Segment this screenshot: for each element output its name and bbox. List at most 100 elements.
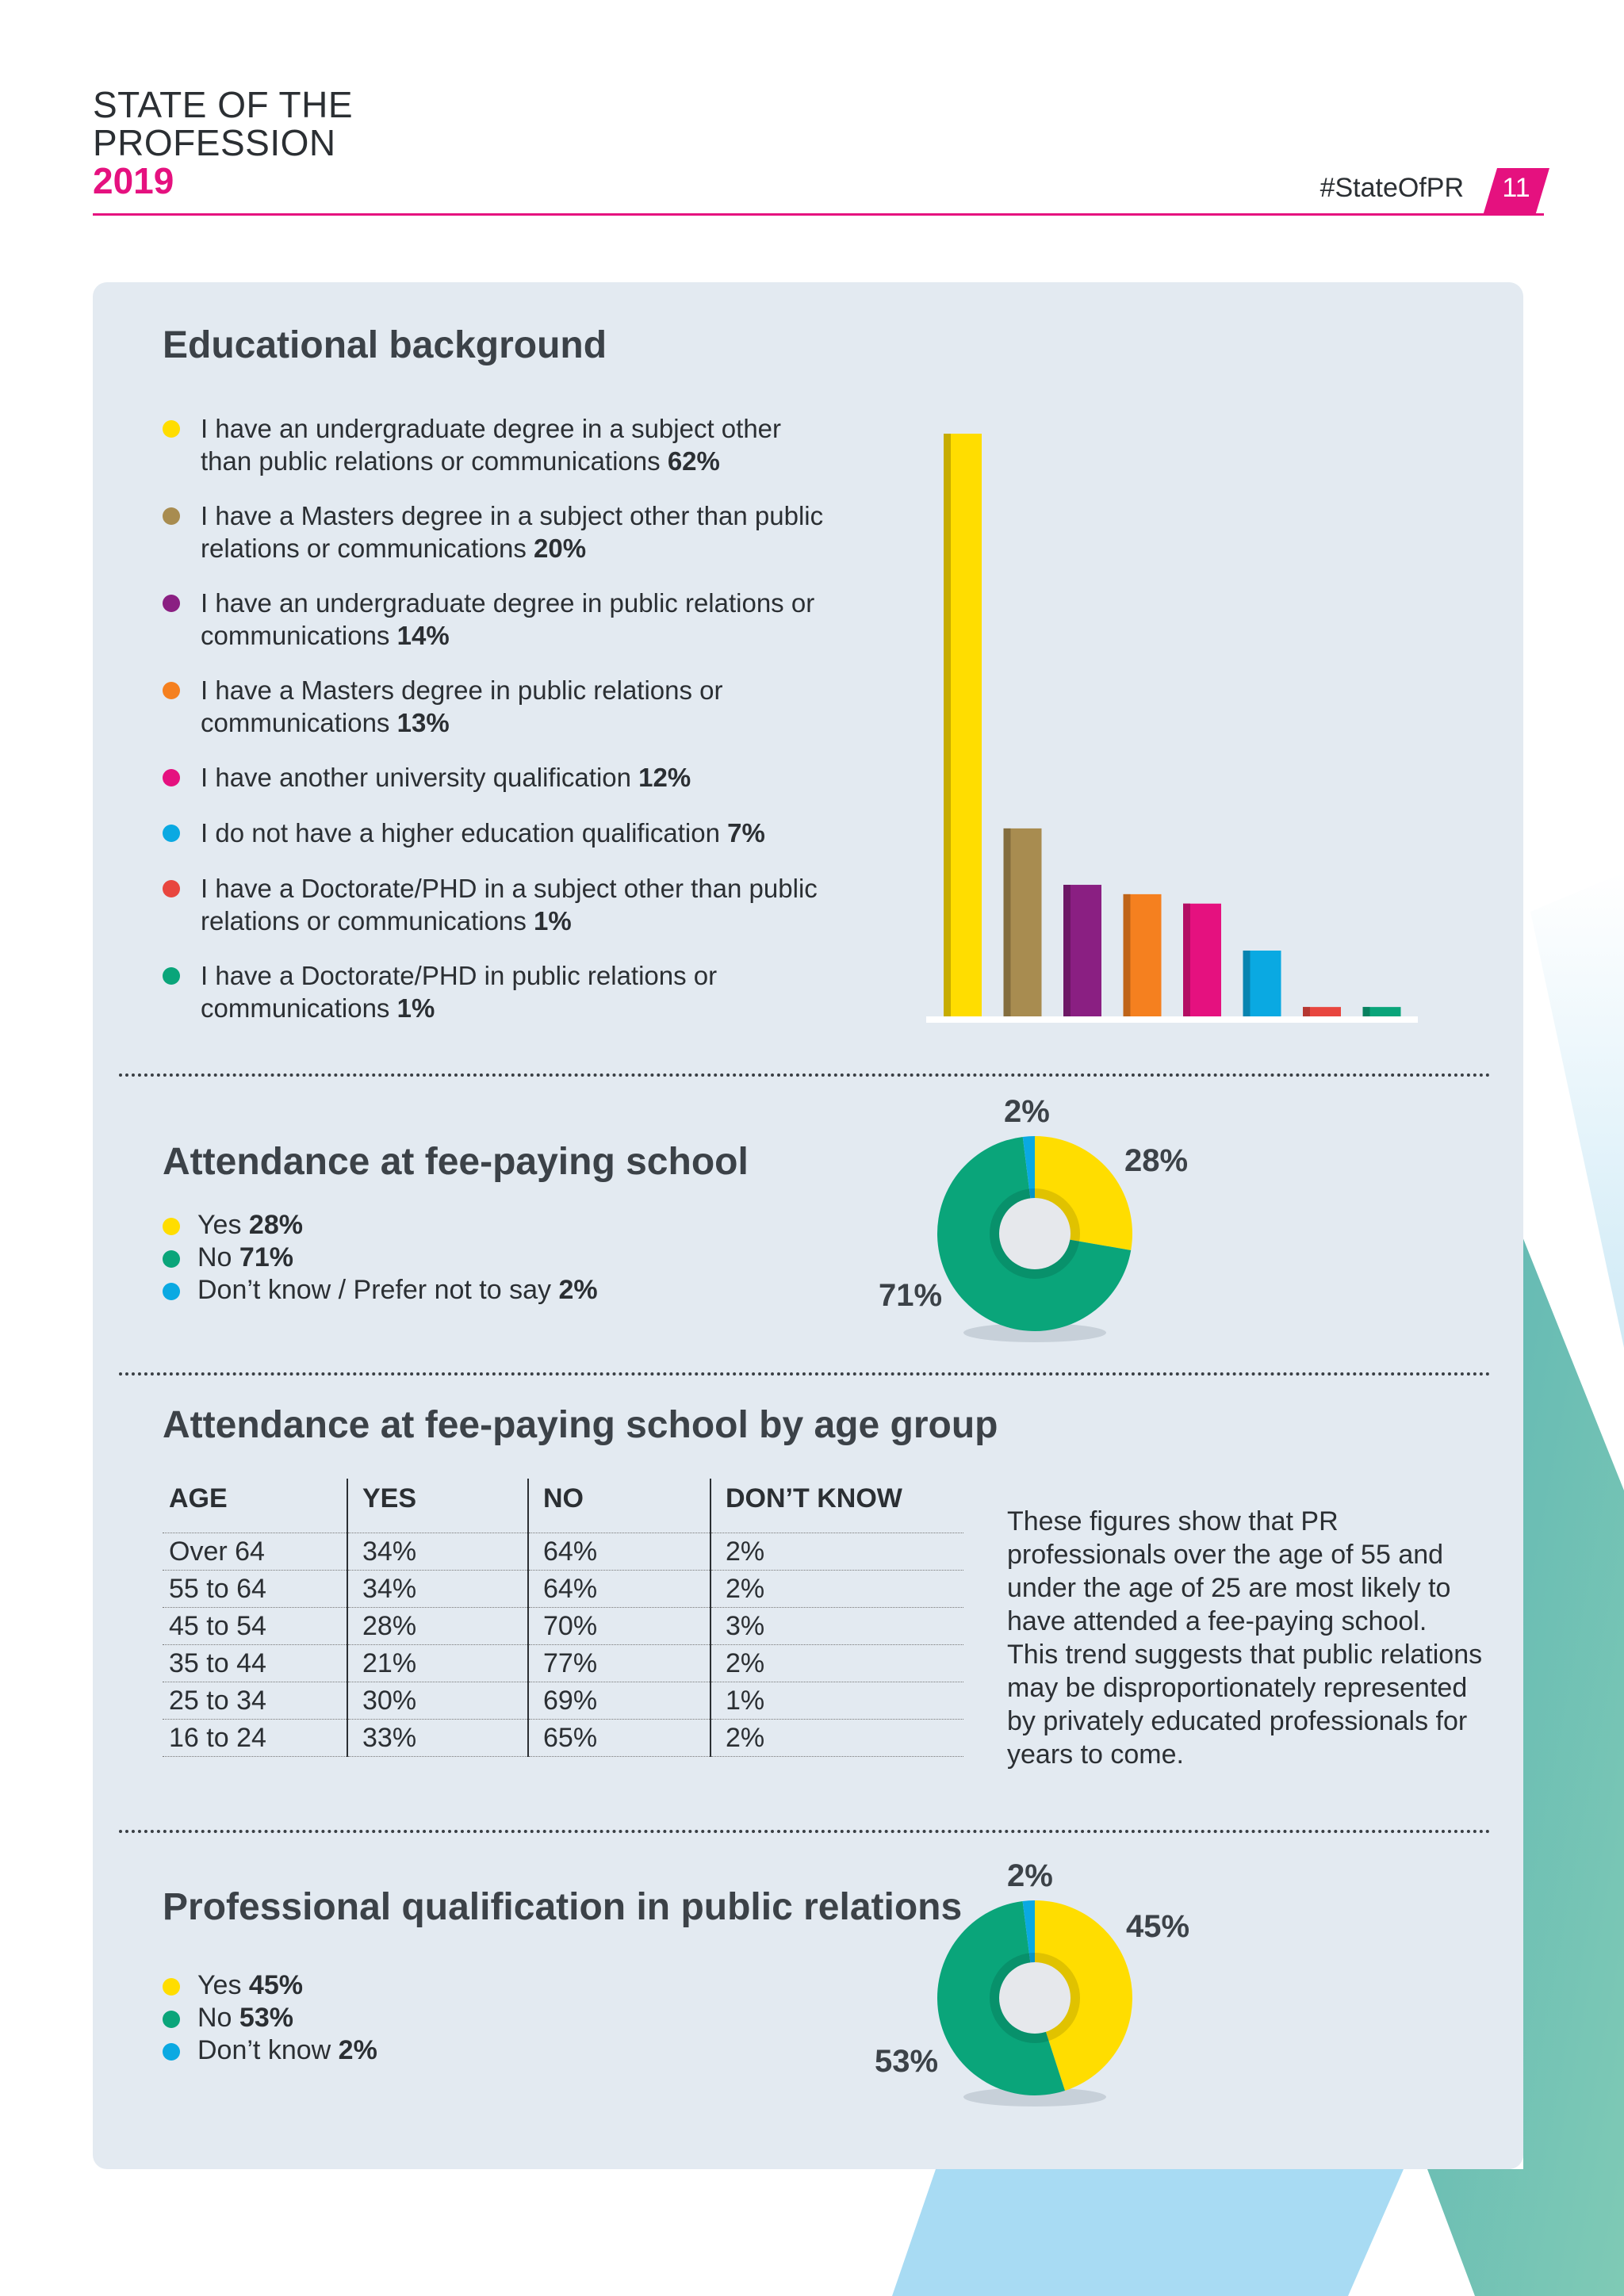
legend-label: Don’t know / Prefer not to say — [197, 1275, 551, 1305]
fee-paying-title: Attendance at fee-paying school — [163, 1141, 749, 1183]
table-cell: 2% — [710, 1719, 963, 1757]
legend-label: I have an undergraduate degree in public… — [201, 588, 815, 650]
bar-shade — [1003, 828, 1011, 1016]
prof-qual-donut-chart — [936, 1900, 1132, 2107]
title-line-2: PROFESSION — [93, 122, 336, 163]
age-group-table: AGE YES NO DON’T KNOW Over 64 34% 64% 2% 55 … — [163, 1479, 963, 1757]
legend-text: I have a Masters degree in a subject oth… — [201, 499, 835, 564]
content-panel — [93, 282, 1523, 2169]
legend-value: 1% — [534, 906, 572, 936]
donut-hole — [999, 1198, 1071, 1269]
legend-value: 1% — [396, 993, 435, 1023]
bar — [1303, 1007, 1341, 1016]
legend-label: I have another university qualification — [201, 763, 631, 792]
table-row: 55 to 64 34% 64% 2% — [163, 1570, 963, 1608]
table-cell: 64% — [527, 1533, 710, 1571]
fee-pie-label-no: 71% — [879, 1278, 943, 1313]
table-cell: 2% — [710, 1570, 963, 1608]
legend-value: 2% — [338, 2035, 377, 2065]
bar — [1063, 885, 1101, 1016]
bar — [1183, 903, 1221, 1016]
section-divider — [119, 1073, 1491, 1077]
teal-shape — [1427, 1237, 1624, 2296]
legend-dot-icon — [163, 2043, 180, 2061]
legend-text: No 71% — [197, 1242, 293, 1274]
legend-dot-icon — [163, 967, 180, 985]
legend-text: No 53% — [197, 2002, 293, 2034]
legend-label: I have a Doctorate/PHD in a subject othe… — [201, 874, 818, 936]
education-bar-chart — [926, 434, 1418, 1023]
table-row: 45 to 54 28% 70% 3% — [163, 1607, 963, 1645]
blue-shape — [892, 2169, 1404, 2296]
legend-text: Don’t know / Prefer not to say 2% — [197, 1274, 598, 1307]
column-header-dont-know: DON’T KNOW — [710, 1479, 963, 1533]
table-cell: 34% — [347, 1533, 528, 1571]
legend-dot-icon — [163, 825, 180, 842]
bar-shade — [1243, 951, 1251, 1016]
sky-shape — [1530, 872, 1624, 1348]
legend-text: Yes 28% — [197, 1209, 303, 1242]
legend-value: 53% — [239, 2003, 293, 2033]
education-title: Educational background — [163, 324, 607, 366]
legend-value: 62% — [667, 446, 720, 476]
page-number-badge: 11 — [1483, 168, 1549, 216]
legend-label: I have a Doctorate/PHD in public relatio… — [201, 961, 718, 1023]
bar-shade — [1123, 894, 1131, 1016]
table-cell: 69% — [527, 1682, 710, 1720]
bar-shade — [1362, 1007, 1370, 1016]
legend-dot-icon — [163, 1250, 180, 1268]
header-divider — [93, 213, 1544, 216]
legend-text: I do not have a higher education qualifi… — [201, 817, 835, 849]
legend-label: No — [197, 2003, 232, 2033]
bar-shade — [1303, 1007, 1310, 1016]
bar — [944, 434, 982, 1016]
bar-shade — [944, 434, 951, 1016]
fee-pie-label-dk: 2% — [1004, 1094, 1050, 1129]
legend-dot-icon — [163, 507, 180, 525]
table-cell: 45 to 54 — [163, 1607, 347, 1645]
bar-face — [1303, 1007, 1341, 1016]
legend-dot-icon — [163, 769, 180, 786]
age-group-title: Attendance at fee-paying school by age g… — [163, 1404, 998, 1446]
table-cell: 2% — [710, 1533, 963, 1571]
legend-value: 7% — [727, 818, 765, 848]
pq-pie-label-yes: 45% — [1126, 1909, 1190, 1944]
legend-label: I do not have a higher education qualifi… — [201, 818, 720, 848]
legend-text: Don’t know 2% — [197, 2034, 377, 2067]
column-header-yes: YES — [347, 1479, 528, 1533]
legend-text: I have an undergraduate degree in public… — [201, 587, 835, 652]
donut-shadow — [963, 1323, 1106, 1342]
legend-text: I have a Doctorate/PHD in a subject othe… — [201, 872, 835, 937]
table-row: 35 to 44 21% 77% 2% — [163, 1644, 963, 1682]
legend-label: I have a Masters degree in public relati… — [201, 675, 723, 737]
legend-value: 28% — [248, 1210, 303, 1240]
table-cell: 16 to 24 — [163, 1719, 347, 1757]
title-year: 2019 — [93, 160, 174, 201]
table-cell: 25 to 34 — [163, 1682, 347, 1720]
legend-dot-icon — [163, 1218, 180, 1235]
table-cell: 30% — [347, 1682, 528, 1720]
table-row: 16 to 24 33% 65% 2% — [163, 1719, 963, 1757]
table-row: 25 to 34 30% 69% 1% — [163, 1682, 963, 1720]
bar-shade — [1063, 885, 1071, 1016]
legend-text: I have a Masters degree in public relati… — [201, 674, 835, 739]
legend-text: I have an undergraduate degree in a subj… — [201, 412, 835, 477]
legend-value: 45% — [248, 1970, 303, 2000]
legend-dot-icon — [163, 420, 180, 438]
table-cell: 3% — [710, 1607, 963, 1645]
bar-shade — [1183, 903, 1190, 1016]
table-cell: 64% — [527, 1570, 710, 1608]
legend-value: 13% — [396, 708, 450, 737]
fee-pie-label-yes: 28% — [1124, 1143, 1189, 1178]
legend-dot-icon — [163, 595, 180, 612]
legend-value: 20% — [534, 534, 587, 563]
table-header-row: AGE YES NO DON’T KNOW — [163, 1479, 963, 1533]
legend-label: Yes — [197, 1210, 242, 1240]
donut-shadow — [963, 2087, 1106, 2107]
legend-label: I have an undergraduate degree in a subj… — [201, 414, 782, 476]
table-cell: 35 to 44 — [163, 1644, 347, 1682]
table-cell: 77% — [527, 1644, 710, 1682]
legend-text: I have another university qualification … — [201, 761, 835, 794]
table-row: Over 64 34% 64% 2% — [163, 1533, 963, 1571]
